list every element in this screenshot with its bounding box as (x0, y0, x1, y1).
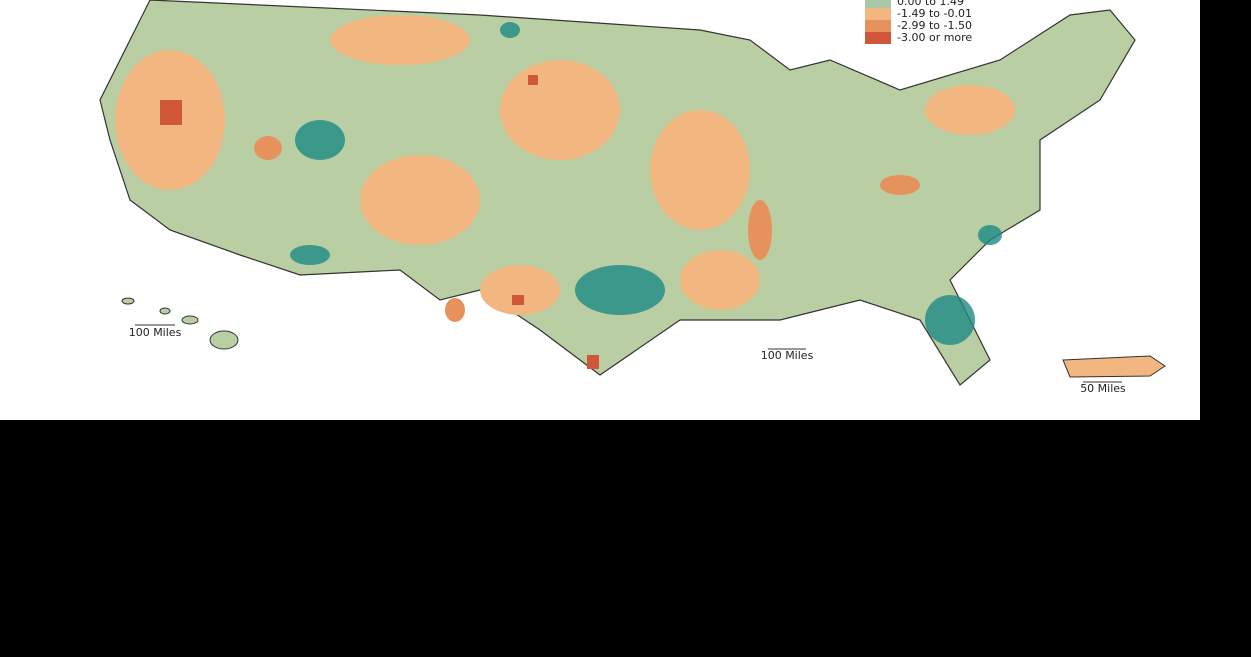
red-regions (160, 75, 599, 369)
legend-swatch (865, 0, 891, 8)
legend-swatch (865, 32, 891, 44)
dark-orange-regions (254, 136, 920, 322)
legend-swatch (865, 8, 891, 20)
teal-regions (290, 22, 1002, 345)
legend-swatch (865, 20, 891, 32)
legend: 0.00 to 1.49-1.49 to -0.01-2.99 to -1.50… (865, 0, 972, 44)
legend-label: -3.00 or more (897, 31, 972, 44)
hawaii (121, 297, 239, 350)
legend-label: -2.99 to -1.50 (897, 19, 972, 32)
us-outline (99, 0, 1136, 386)
legend-label: 0.00 to 1.49 (897, 0, 964, 8)
scale-label: 100 Miles (761, 349, 814, 362)
contiguous-us (99, 0, 1136, 386)
legend-label: -1.49 to -0.01 (897, 7, 972, 20)
scale-label: 50 Miles (1080, 382, 1126, 395)
scale-label: 100 Miles (129, 326, 182, 339)
puerto-rico (1062, 355, 1166, 378)
